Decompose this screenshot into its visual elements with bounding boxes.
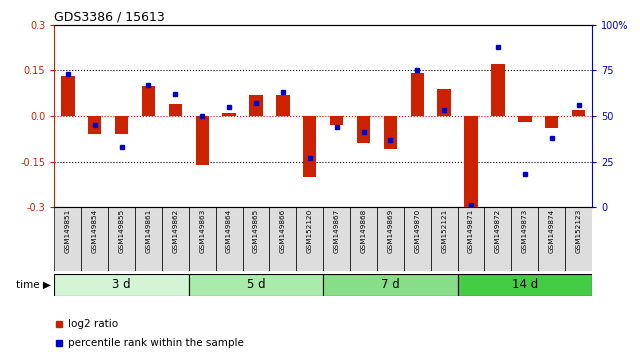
- Text: GSM149868: GSM149868: [360, 209, 367, 253]
- Bar: [135, 207, 162, 271]
- Bar: [189, 207, 216, 271]
- Bar: [350, 207, 377, 271]
- Bar: [404, 207, 431, 271]
- Bar: [142, 86, 156, 116]
- Bar: [296, 207, 323, 271]
- Bar: [438, 88, 451, 116]
- Bar: [357, 116, 371, 143]
- Bar: [545, 116, 559, 128]
- Bar: [484, 207, 511, 271]
- Text: GSM149864: GSM149864: [226, 209, 232, 253]
- Text: GSM152120: GSM152120: [307, 209, 313, 253]
- Text: GSM149854: GSM149854: [92, 209, 98, 253]
- Bar: [323, 274, 458, 296]
- Text: GSM149871: GSM149871: [468, 209, 474, 253]
- Bar: [458, 274, 592, 296]
- Text: 3 d: 3 d: [112, 279, 131, 291]
- Bar: [492, 64, 505, 116]
- Bar: [216, 207, 243, 271]
- Text: 14 d: 14 d: [511, 279, 538, 291]
- Text: GSM149861: GSM149861: [145, 209, 152, 253]
- Bar: [54, 274, 189, 296]
- Text: GSM149865: GSM149865: [253, 209, 259, 253]
- Text: GSM149866: GSM149866: [280, 209, 286, 253]
- Bar: [303, 116, 317, 177]
- Bar: [115, 116, 129, 134]
- Text: GSM152121: GSM152121: [441, 209, 447, 253]
- Bar: [538, 207, 565, 271]
- Text: GSM149874: GSM149874: [548, 209, 555, 253]
- Text: 7 d: 7 d: [381, 279, 400, 291]
- Bar: [411, 73, 424, 116]
- Bar: [330, 116, 344, 125]
- Bar: [61, 76, 75, 116]
- Bar: [269, 207, 296, 271]
- Text: GSM149873: GSM149873: [522, 209, 528, 253]
- Text: time ▶: time ▶: [17, 280, 51, 290]
- Text: GSM149855: GSM149855: [118, 209, 125, 253]
- Text: GSM149872: GSM149872: [495, 209, 501, 253]
- Bar: [384, 116, 397, 149]
- Bar: [196, 116, 209, 165]
- Bar: [276, 95, 290, 116]
- Bar: [54, 207, 81, 271]
- Bar: [81, 207, 108, 271]
- Text: log2 ratio: log2 ratio: [68, 319, 118, 329]
- Bar: [465, 116, 478, 207]
- Bar: [88, 116, 102, 134]
- Bar: [162, 207, 189, 271]
- Bar: [518, 116, 532, 122]
- Bar: [511, 207, 538, 271]
- Bar: [250, 95, 263, 116]
- Bar: [458, 207, 484, 271]
- Bar: [565, 207, 592, 271]
- Text: GSM152123: GSM152123: [575, 209, 582, 253]
- Text: GSM149851: GSM149851: [65, 209, 71, 253]
- Bar: [189, 274, 323, 296]
- Text: 5 d: 5 d: [246, 279, 266, 291]
- Bar: [572, 110, 586, 116]
- Text: GSM149870: GSM149870: [414, 209, 420, 253]
- Text: GSM149867: GSM149867: [333, 209, 340, 253]
- Text: percentile rank within the sample: percentile rank within the sample: [68, 338, 244, 348]
- Text: GSM149863: GSM149863: [199, 209, 205, 253]
- Bar: [169, 104, 182, 116]
- Bar: [377, 207, 404, 271]
- Bar: [243, 207, 269, 271]
- Text: GSM149862: GSM149862: [172, 209, 179, 253]
- Bar: [108, 207, 135, 271]
- Bar: [223, 113, 236, 116]
- Text: GSM149869: GSM149869: [387, 209, 394, 253]
- Text: GDS3386 / 15613: GDS3386 / 15613: [54, 11, 165, 24]
- Bar: [323, 207, 350, 271]
- Bar: [431, 207, 458, 271]
